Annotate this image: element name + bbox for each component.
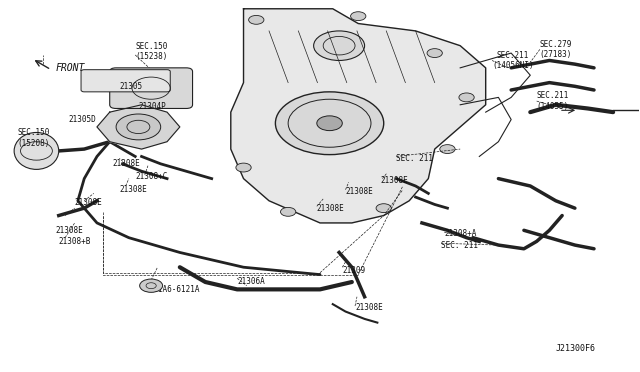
Polygon shape — [231, 9, 486, 223]
Circle shape — [459, 93, 474, 102]
Text: SEC.279
(27183): SEC.279 (27183) — [540, 40, 572, 59]
Text: 21308E: 21308E — [381, 176, 408, 185]
Circle shape — [427, 49, 442, 58]
Text: 21308+A: 21308+A — [444, 230, 477, 238]
Text: SEC. 211: SEC. 211 — [441, 241, 478, 250]
Text: 21308E: 21308E — [346, 187, 373, 196]
Text: J21300F6: J21300F6 — [556, 344, 596, 353]
Text: 0081A6-6121A: 0081A6-6121A — [145, 285, 200, 294]
FancyBboxPatch shape — [109, 68, 193, 109]
Text: 21304P: 21304P — [138, 102, 166, 111]
Text: 21305D: 21305D — [68, 115, 96, 124]
Circle shape — [376, 204, 392, 212]
FancyBboxPatch shape — [81, 70, 170, 92]
Polygon shape — [97, 105, 180, 149]
Text: 21308E: 21308E — [56, 226, 83, 235]
Text: 21308E: 21308E — [317, 203, 344, 213]
Text: 21306A: 21306A — [237, 278, 265, 286]
Text: 21308+B: 21308+B — [59, 237, 91, 246]
Text: 21308+C: 21308+C — [135, 172, 168, 181]
Ellipse shape — [14, 132, 59, 169]
Text: 21309: 21309 — [342, 266, 365, 275]
Text: 21308E: 21308E — [75, 198, 102, 207]
Circle shape — [280, 208, 296, 216]
Text: SEC. 211: SEC. 211 — [396, 154, 433, 163]
Text: FRONT: FRONT — [56, 63, 85, 73]
Text: SEC.150
(15208): SEC.150 (15208) — [17, 128, 50, 148]
Text: 21308E: 21308E — [113, 159, 141, 169]
Circle shape — [236, 163, 251, 172]
Text: 21305: 21305 — [119, 82, 142, 91]
Circle shape — [440, 145, 455, 154]
Text: 21308E: 21308E — [119, 185, 147, 194]
Text: SEC.211
(14055): SEC.211 (14055) — [537, 92, 569, 111]
Circle shape — [314, 31, 365, 61]
Text: SEC.211
(14056NI): SEC.211 (14056NI) — [492, 51, 534, 70]
Circle shape — [275, 92, 384, 155]
Text: 21308E: 21308E — [355, 303, 383, 312]
Circle shape — [351, 12, 366, 20]
Circle shape — [140, 279, 163, 292]
Circle shape — [116, 114, 161, 140]
Circle shape — [317, 116, 342, 131]
Circle shape — [248, 15, 264, 24]
Text: SEC.150
(15238): SEC.150 (15238) — [135, 42, 168, 61]
